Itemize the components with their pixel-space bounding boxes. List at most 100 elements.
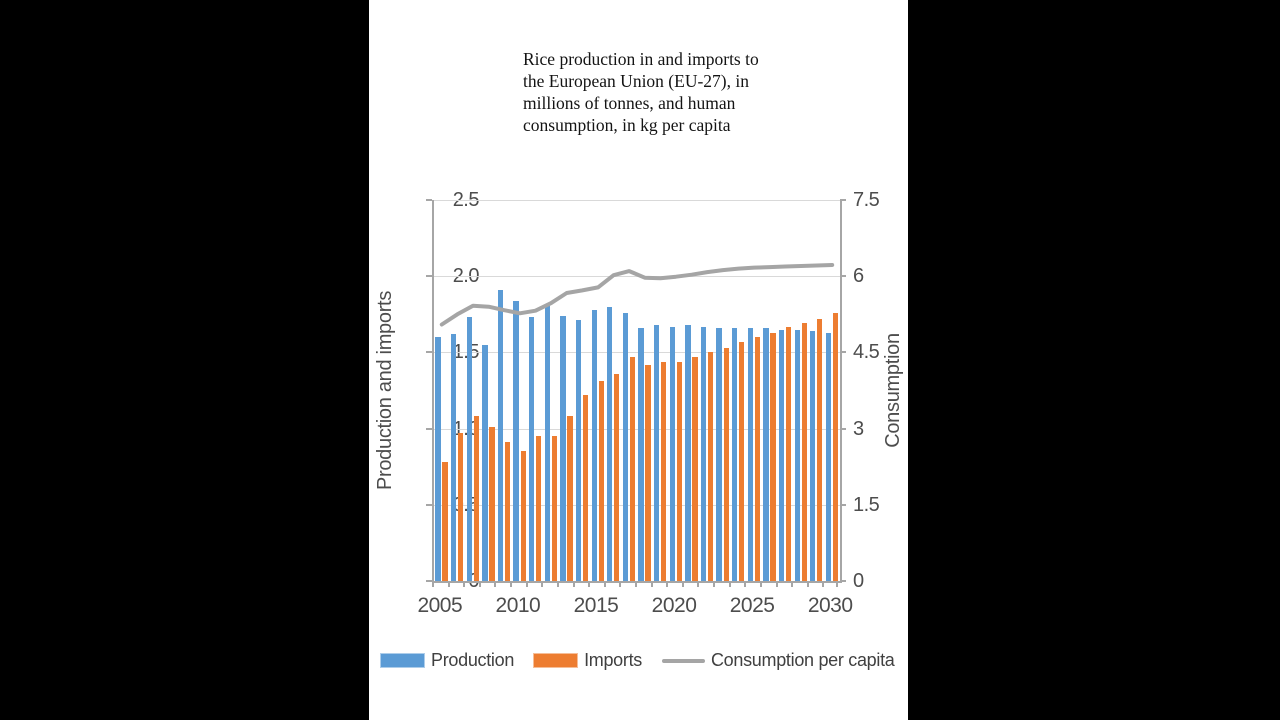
left-axis-tick xyxy=(426,427,432,430)
production-bar xyxy=(529,317,535,581)
legend-item-consumption: Consumption per capita xyxy=(661,650,895,671)
x-axis-tick xyxy=(836,581,838,587)
x-axis-tick xyxy=(822,581,825,587)
right-tick-label: 7.5 xyxy=(853,189,880,211)
x-axis-tick xyxy=(759,581,762,587)
x-axis-tick xyxy=(478,581,481,587)
production-bar xyxy=(607,306,613,581)
right-axis-tick-labels: 0 1.5 3 4.5 6 7.5 xyxy=(853,190,908,591)
right-tick-label: 3 xyxy=(853,417,864,440)
production-bar xyxy=(622,312,629,581)
production-bar xyxy=(435,337,441,581)
x-axis-tick xyxy=(681,581,684,587)
x-axis-tick xyxy=(463,581,466,587)
production-bar xyxy=(482,344,488,581)
imports-bar xyxy=(458,433,464,581)
imports-bar xyxy=(661,361,667,581)
imports-bar xyxy=(567,416,573,581)
legend-label-consumption: Consumption per capita xyxy=(710,650,895,670)
production-bar xyxy=(513,300,519,581)
x-axis-tick xyxy=(541,581,544,587)
x-axis-tick xyxy=(744,581,747,587)
gridline xyxy=(434,504,840,506)
production-bar xyxy=(825,332,832,581)
legend-item-production: Production xyxy=(380,650,514,671)
imports-bar xyxy=(520,451,526,581)
legend-label-production: Production xyxy=(431,650,515,670)
imports-swatch xyxy=(533,653,579,668)
right-axis-tick xyxy=(840,199,846,201)
production-bar xyxy=(763,328,769,581)
right-tick-label: 0 xyxy=(853,570,864,592)
production-bar xyxy=(747,328,753,581)
x-axis-line xyxy=(432,581,842,583)
right-axis-tick xyxy=(840,427,846,430)
imports-bar xyxy=(489,427,495,581)
production-bar xyxy=(560,315,566,581)
x-tick-label: 2030 xyxy=(807,594,853,617)
left-axis-tick xyxy=(426,503,432,506)
imports-bar xyxy=(832,312,839,581)
chart-title: Rice production in and imports to the Eu… xyxy=(523,49,759,135)
imports-bar xyxy=(504,442,511,581)
imports-bar xyxy=(817,318,823,581)
gridline xyxy=(434,352,840,354)
right-axis-tick xyxy=(840,580,846,582)
consumption-swatch xyxy=(661,658,705,663)
imports-bar xyxy=(473,416,479,581)
production-bar xyxy=(575,320,582,581)
legend: Production Imports Consumption per capit… xyxy=(380,650,895,671)
right-tick-label: 1.5 xyxy=(853,493,880,516)
production-bar xyxy=(451,334,457,581)
content-panel: Rice production in and imports to the Eu… xyxy=(369,0,908,720)
x-tick-label: 2010 xyxy=(495,594,541,617)
imports-bar xyxy=(723,347,729,581)
right-axis-tick xyxy=(840,275,846,278)
consumption-line xyxy=(439,263,835,327)
production-bar xyxy=(466,317,472,581)
consumption-line-path xyxy=(439,263,835,327)
x-axis-tick xyxy=(775,581,778,587)
x-axis-tick xyxy=(791,581,794,587)
imports-bar xyxy=(536,436,542,581)
production-bar xyxy=(700,326,707,581)
left-axis-tick xyxy=(426,351,432,354)
imports-bar xyxy=(692,356,698,581)
production-bar xyxy=(778,329,785,581)
x-axis-tick xyxy=(525,581,528,587)
x-axis-tick xyxy=(728,581,731,587)
x-axis-tick xyxy=(494,581,497,587)
x-axis-tick xyxy=(572,581,575,587)
production-bar xyxy=(685,324,691,581)
right-tick-label: 4.5 xyxy=(853,341,880,364)
imports-bar xyxy=(770,332,776,581)
x-axis-tick xyxy=(650,581,653,587)
production-bar xyxy=(638,328,644,581)
x-axis-tick xyxy=(603,581,606,587)
x-tick-label: 2020 xyxy=(651,594,697,617)
imports-bar xyxy=(442,462,448,581)
left-axis-tick xyxy=(426,199,432,201)
x-axis-tick xyxy=(806,581,809,587)
right-axis-tick xyxy=(840,351,846,354)
x-axis-tick xyxy=(697,581,700,587)
production-bar xyxy=(654,324,660,581)
production-bar xyxy=(669,326,675,581)
x-axis-tick xyxy=(556,581,559,587)
gridline xyxy=(434,276,840,278)
right-axis-tick xyxy=(840,503,846,506)
x-axis-tick xyxy=(432,581,434,587)
production-bar xyxy=(732,328,738,581)
imports-bar xyxy=(707,352,714,581)
gridline xyxy=(434,428,840,430)
left-axis-tick xyxy=(426,580,432,582)
imports-bar xyxy=(739,341,745,581)
imports-bar xyxy=(645,364,651,581)
right-tick-label: 6 xyxy=(853,265,864,288)
legend-label-imports: Imports xyxy=(584,650,642,670)
x-axis-tick xyxy=(510,581,513,587)
plot-area xyxy=(432,200,842,583)
imports-bar xyxy=(754,337,761,581)
x-axis-tick xyxy=(635,581,637,587)
